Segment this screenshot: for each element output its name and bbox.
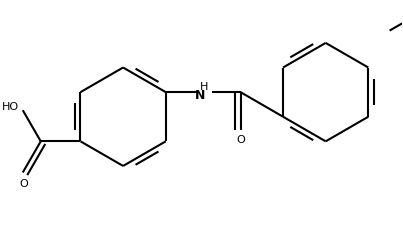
- Text: HO: HO: [2, 102, 19, 112]
- Text: N: N: [195, 88, 205, 101]
- Text: O: O: [19, 178, 28, 188]
- Text: O: O: [236, 135, 245, 145]
- Text: H: H: [200, 82, 209, 92]
